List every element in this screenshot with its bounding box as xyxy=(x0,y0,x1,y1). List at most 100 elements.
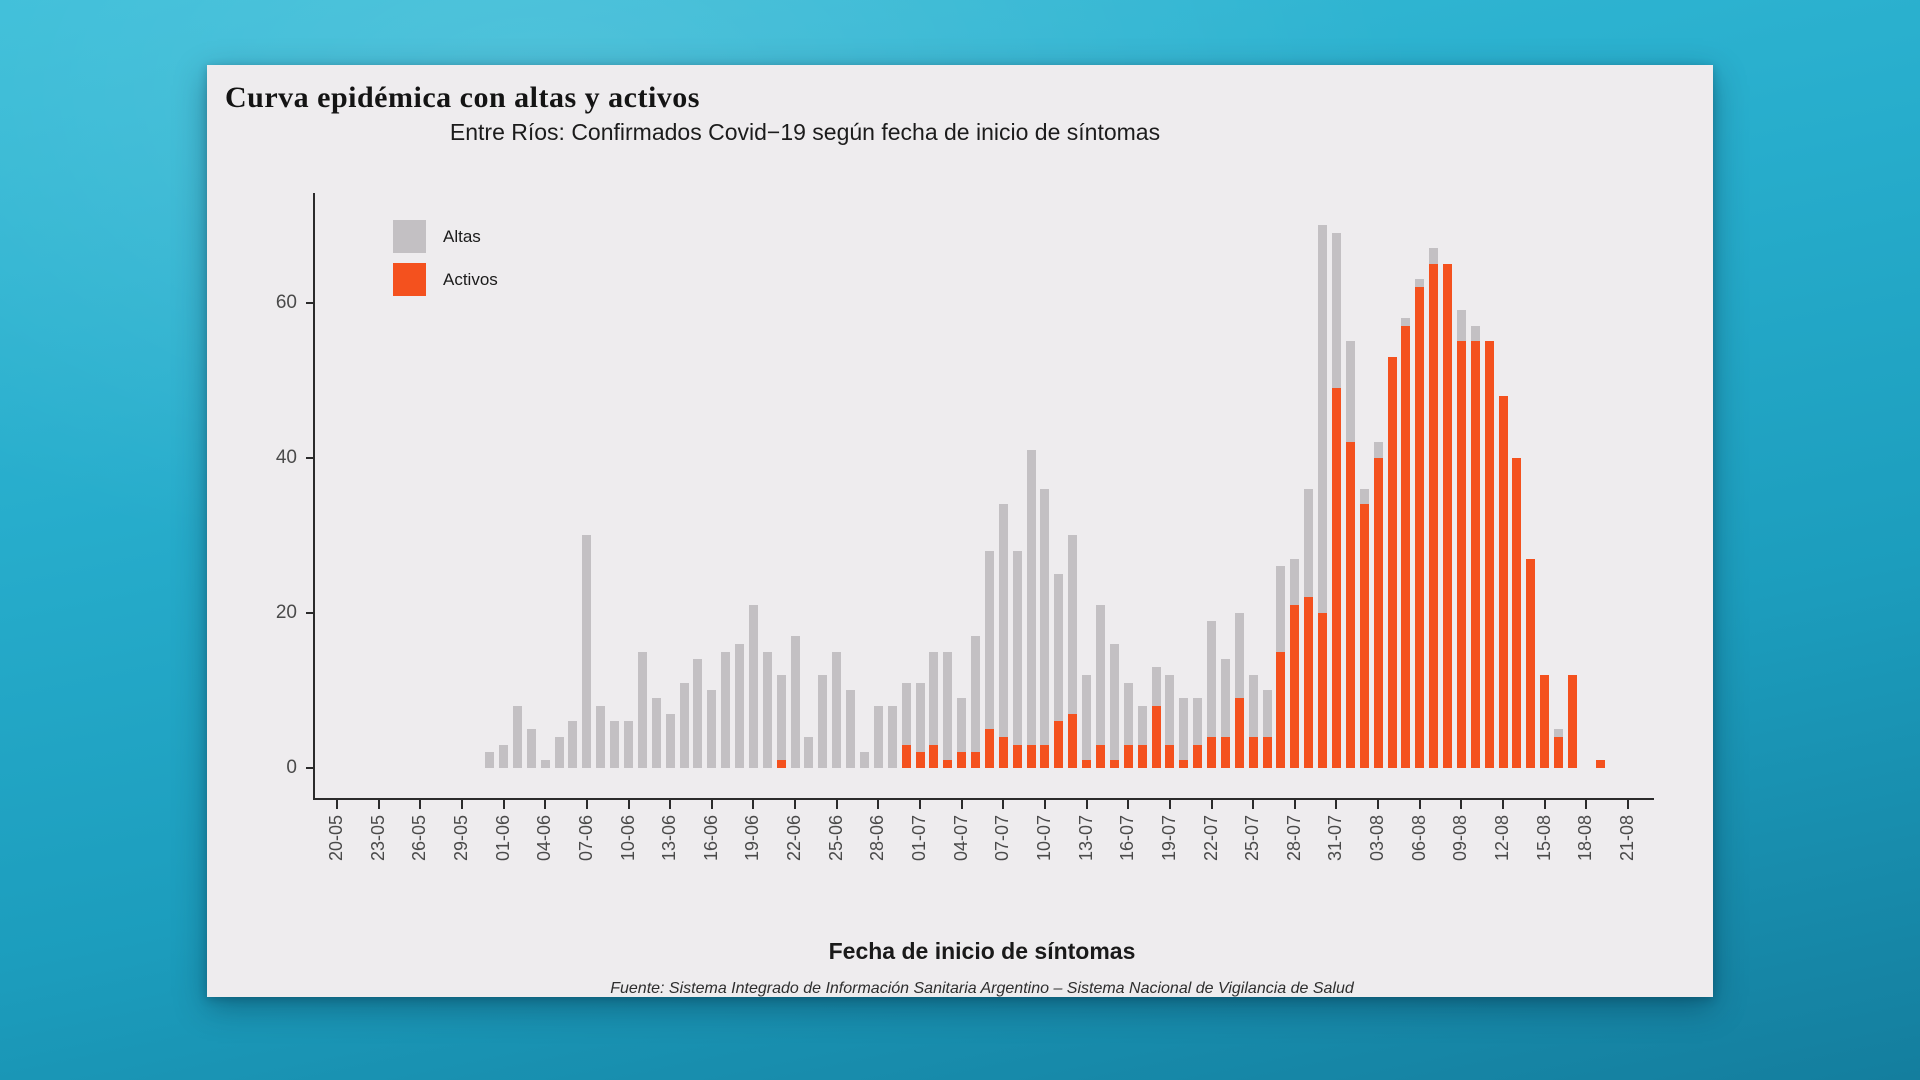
bar-segment-activos xyxy=(1498,395,1508,768)
bar-segment-altas xyxy=(596,705,606,768)
bar-segment-activos xyxy=(1331,387,1341,768)
bar-11-08 xyxy=(1456,310,1466,768)
bar-26-06 xyxy=(832,651,842,768)
x-axis-tick xyxy=(1502,800,1505,809)
x-axis-tick xyxy=(1585,800,1588,809)
legend-label-altas: Altas xyxy=(443,226,481,246)
bar-segment-altas xyxy=(1040,488,1050,745)
bar-15-06 xyxy=(679,682,689,768)
activos-color-swatch xyxy=(393,263,426,296)
bar-15-08 xyxy=(1512,457,1522,768)
bar-segment-activos xyxy=(1026,744,1036,768)
bar-segment-activos xyxy=(1304,597,1314,768)
bar-24-07 xyxy=(1220,659,1230,768)
bar-segment-altas xyxy=(679,682,689,768)
bar-segment-activos xyxy=(1137,744,1147,768)
bar-06-07 xyxy=(971,636,981,768)
bar-09-08 xyxy=(1429,248,1439,768)
x-tick-label: 18-08 xyxy=(1575,815,1596,862)
bar-segment-activos xyxy=(1401,325,1411,768)
x-tick-label: 10-06 xyxy=(617,815,638,862)
bar-22-06 xyxy=(776,674,786,768)
bar-segment-altas xyxy=(1193,698,1203,745)
bar-05-07 xyxy=(957,698,967,768)
bar-segment-activos xyxy=(1512,457,1522,768)
x-axis-tick xyxy=(627,800,630,809)
chart-title: Entre Ríos: Confirmados Covid−19 según f… xyxy=(449,119,1161,145)
bar-segment-altas xyxy=(735,643,745,768)
bar-segment-activos xyxy=(1068,713,1078,768)
bar-segment-altas xyxy=(762,651,772,768)
bar-segment-altas xyxy=(776,674,786,761)
bar-07-07 xyxy=(984,550,994,768)
x-axis-tick xyxy=(1418,800,1421,809)
bar-21-08 xyxy=(1595,760,1605,768)
bar-segment-activos xyxy=(929,744,939,768)
x-tick-label: 16-07 xyxy=(1117,815,1138,862)
legend-item-activos: Activos xyxy=(393,263,498,296)
legend-label-activos: Activos xyxy=(443,269,498,289)
bar-segment-activos xyxy=(943,760,953,768)
x-tick-label: 06-08 xyxy=(1408,815,1429,862)
x-axis-tick xyxy=(669,800,672,809)
bar-segment-activos xyxy=(1595,760,1605,768)
bar-21-06 xyxy=(762,651,772,768)
bar-12-07 xyxy=(1054,574,1064,768)
bar-segment-activos xyxy=(1567,674,1577,768)
x-axis-tick xyxy=(1460,800,1463,809)
bar-segment-altas xyxy=(1359,488,1369,505)
bar-18-07 xyxy=(1137,705,1147,768)
bar-segment-altas xyxy=(1234,612,1244,699)
bar-segment-altas xyxy=(1331,232,1341,388)
bar-20-07 xyxy=(1165,674,1175,768)
bar-segment-altas xyxy=(1373,442,1383,458)
x-axis-tick xyxy=(1085,800,1088,809)
legend-item-altas: Altas xyxy=(393,220,498,253)
bar-segment-activos xyxy=(1443,263,1453,768)
bar-segment-altas xyxy=(624,721,634,768)
bar-segment-altas xyxy=(971,636,981,753)
bar-segment-altas xyxy=(1304,488,1314,598)
bar-segment-activos xyxy=(1248,736,1258,768)
bar-01-08 xyxy=(1318,488,1328,768)
bar-segment-altas xyxy=(540,760,550,768)
bar-segment-activos xyxy=(1345,442,1355,768)
bar-segment-activos xyxy=(957,752,967,768)
bar-13-07 xyxy=(1068,535,1078,768)
bar-segment-altas xyxy=(1401,318,1411,326)
bar-18-08 xyxy=(1554,729,1564,768)
bar-02-06 xyxy=(499,744,509,768)
bar-25-06 xyxy=(818,674,828,768)
bar-11-07 xyxy=(1040,488,1050,768)
bar-12-06 xyxy=(637,651,647,768)
bar-24-06 xyxy=(804,736,814,768)
bar-segment-altas xyxy=(1054,574,1064,722)
bar-30-07 xyxy=(1304,488,1314,768)
bar-30-06 xyxy=(887,705,897,768)
bar-segment-altas xyxy=(1262,690,1272,737)
bar-03-07 xyxy=(929,651,939,768)
bar-segment-altas xyxy=(860,752,869,768)
bar-10-07 xyxy=(1026,450,1036,768)
x-tick-label: 25-07 xyxy=(1242,815,1263,862)
bar-segment-activos xyxy=(1429,263,1439,768)
bar-segment-activos xyxy=(1040,744,1050,768)
bar-25-07 xyxy=(1234,612,1244,768)
bar-segment-altas xyxy=(748,605,758,768)
bar-05-06 xyxy=(540,760,550,768)
bar-segment-altas xyxy=(929,651,939,745)
bar-17-07 xyxy=(1123,682,1133,768)
x-axis-tick xyxy=(1127,800,1130,809)
bar-segment-activos xyxy=(1373,457,1383,768)
x-tick-label: 04-06 xyxy=(534,815,555,862)
bar-segment-altas xyxy=(1109,643,1119,761)
bar-04-08 xyxy=(1359,488,1369,768)
bar-14-06 xyxy=(665,713,675,768)
bar-segment-altas xyxy=(846,690,856,768)
bar-segment-altas xyxy=(901,682,911,745)
bar-segment-activos xyxy=(1540,674,1550,768)
bar-segment-altas xyxy=(1318,225,1328,489)
bar-segment-altas xyxy=(887,705,897,768)
legend: Altas Activos xyxy=(393,220,498,306)
bar-segment-activos xyxy=(1220,736,1230,768)
